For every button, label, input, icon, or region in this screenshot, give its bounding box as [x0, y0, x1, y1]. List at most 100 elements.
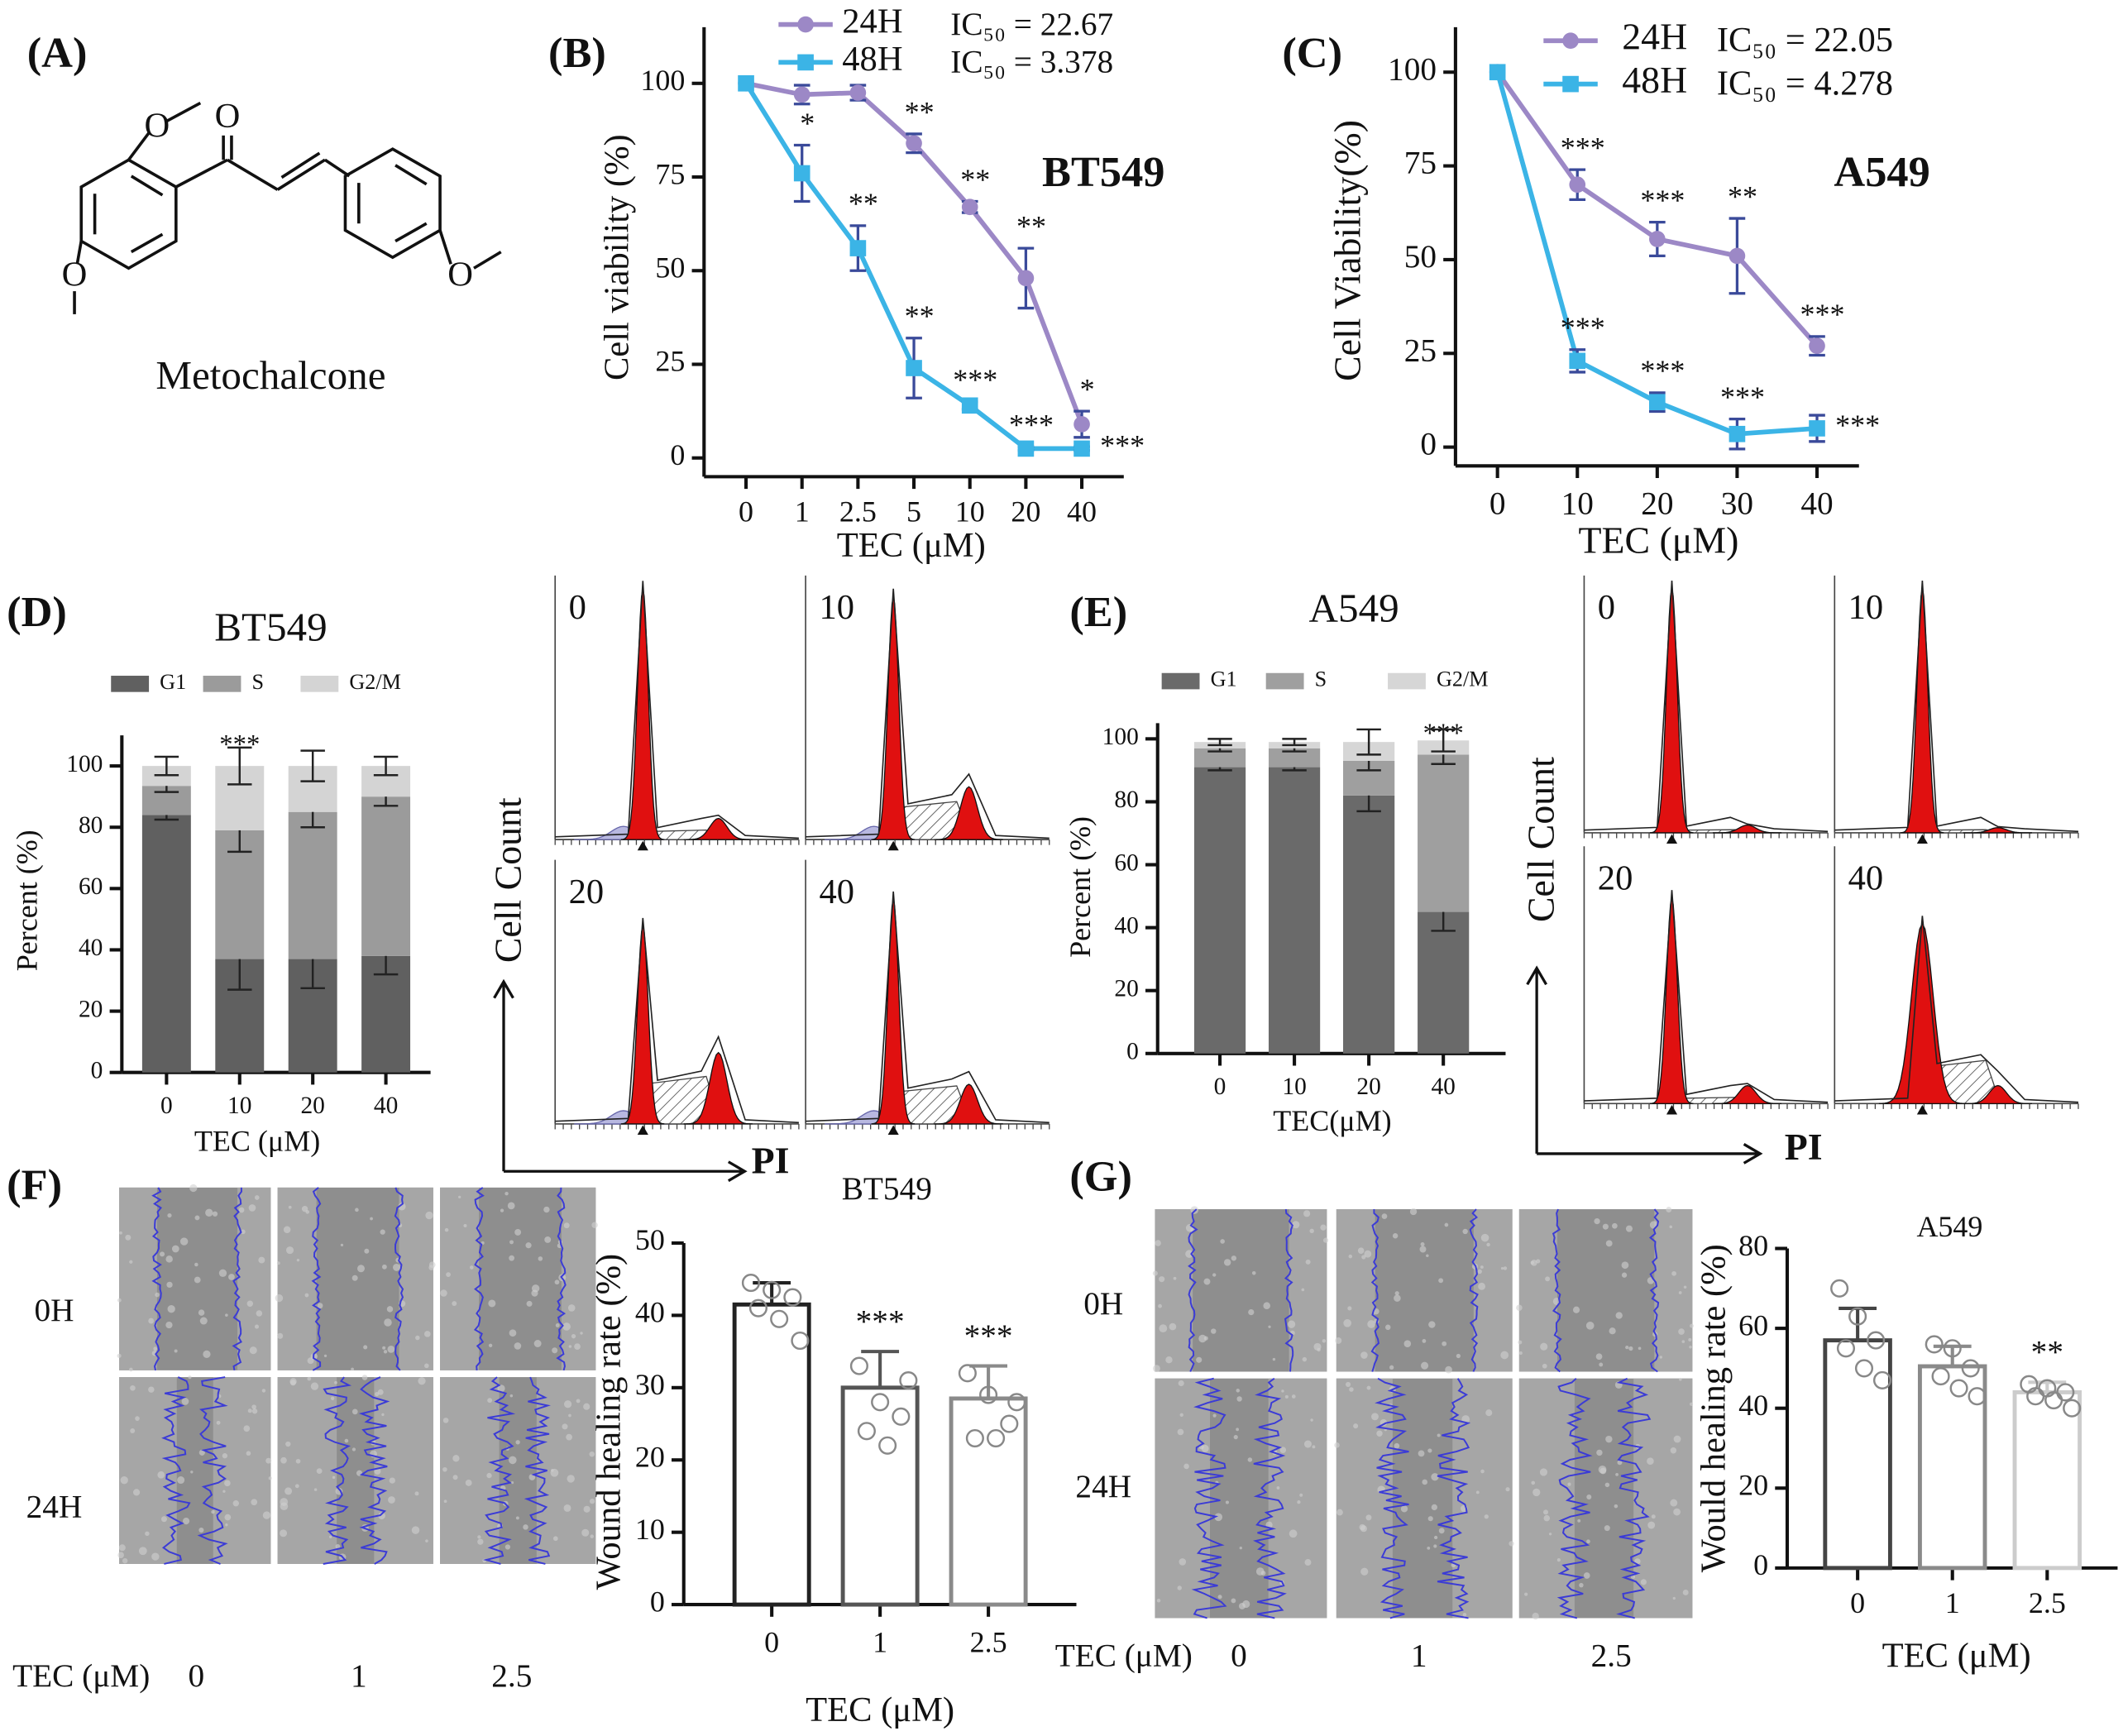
cell [1353, 1423, 1359, 1429]
column-label: 1 [1411, 1638, 1427, 1674]
cell [166, 1281, 173, 1289]
cell-layer [119, 1187, 157, 1370]
cell [1347, 1306, 1352, 1311]
cell [225, 1523, 228, 1527]
x-tick-label: 40 [1800, 485, 1833, 521]
cell [1155, 1240, 1161, 1246]
cell [514, 1342, 522, 1350]
significance: *** [1640, 354, 1685, 387]
cell [1615, 1312, 1623, 1319]
cell [1445, 1365, 1452, 1374]
cell [328, 1535, 332, 1538]
cell [188, 1375, 192, 1380]
significance: ** [905, 299, 935, 332]
cell [1427, 1448, 1432, 1453]
histogram-label: 20 [1598, 859, 1633, 898]
cell [1532, 1612, 1539, 1620]
bar-segment [288, 811, 337, 959]
cell [1289, 1529, 1298, 1538]
cell [1217, 1595, 1222, 1600]
y-axis-label: Percent (%) [10, 830, 43, 971]
bar-segment [1418, 911, 1470, 1054]
cell [477, 1538, 484, 1545]
cell [194, 1215, 200, 1221]
row-label: 0H [34, 1293, 74, 1328]
cell-layer [1633, 1378, 1693, 1619]
wound-edge [161, 1376, 191, 1565]
axis-arrow [1537, 1143, 1763, 1165]
marker [849, 84, 867, 101]
cell [1284, 1394, 1289, 1399]
cell [179, 1237, 189, 1246]
panel-labels: (A) (B) (C) (D) (E) (F) (G) [7, 29, 1342, 1209]
cell [1309, 1228, 1314, 1234]
cell [507, 1202, 515, 1210]
cell [1173, 1276, 1177, 1280]
cell [1389, 1365, 1394, 1370]
cell [1485, 1409, 1493, 1417]
cell [378, 1512, 385, 1520]
wound-edge [1284, 1208, 1294, 1372]
axis-arrow [493, 978, 514, 1172]
cell [562, 1322, 571, 1331]
peak-marker [637, 840, 648, 851]
column-label: 0 [189, 1658, 205, 1694]
chart-title: A549 [1916, 1210, 1982, 1243]
cell [1505, 1487, 1510, 1492]
cell [203, 1350, 211, 1359]
cell [285, 1246, 294, 1255]
panel-label: (B) [548, 29, 606, 77]
x-tick-label: 40 [1067, 495, 1097, 528]
cell-layer [440, 1187, 480, 1370]
significance: *** [1640, 184, 1685, 217]
cell-layer [1289, 1209, 1327, 1372]
histogram [805, 575, 1050, 851]
cell [567, 1304, 576, 1312]
cell [301, 1205, 308, 1212]
cell [148, 1386, 155, 1393]
cell [1247, 1457, 1253, 1462]
legend-swatch [1265, 672, 1304, 690]
cell [1376, 1430, 1383, 1437]
cell [531, 1289, 538, 1297]
cell [1543, 1514, 1551, 1522]
wound-edge [358, 1376, 390, 1565]
cell [120, 1475, 128, 1485]
x-tick-label: 0 [1850, 1586, 1865, 1619]
marker [961, 397, 978, 414]
y-tick-label: 80 [1114, 787, 1138, 813]
cell [1159, 1276, 1165, 1283]
cell [1438, 1278, 1444, 1284]
peak-marker [637, 1125, 648, 1136]
cell [1394, 1294, 1401, 1302]
x-tick-label: 0 [764, 1625, 779, 1658]
cell [504, 1544, 511, 1550]
cell [165, 1321, 173, 1329]
cell [388, 1496, 395, 1504]
cell [251, 1408, 258, 1414]
cell-layer [213, 1377, 271, 1564]
cell [177, 1476, 185, 1485]
cell [444, 1227, 449, 1232]
panel-label: (A) [27, 29, 88, 77]
cell [1438, 1528, 1445, 1534]
axis-arrow [1526, 965, 1548, 1154]
cell [128, 1367, 133, 1372]
histogram [1583, 846, 1829, 1115]
wound-edge [1191, 1377, 1227, 1619]
cell [377, 1389, 384, 1395]
cell [1640, 1579, 1647, 1585]
x-tick-label: 5 [906, 495, 921, 528]
cell [528, 1474, 536, 1480]
cell [243, 1425, 251, 1432]
cell [1185, 1223, 1194, 1232]
cell [1604, 1525, 1610, 1532]
x-axis-label: TEC (μM) [194, 1125, 320, 1158]
cell [1621, 1272, 1628, 1278]
wound-edge [197, 1376, 228, 1565]
cell [442, 1466, 447, 1472]
cell [1349, 1387, 1354, 1392]
cell [1418, 1450, 1425, 1457]
significance: *** [1100, 429, 1145, 462]
cell [1420, 1242, 1425, 1247]
